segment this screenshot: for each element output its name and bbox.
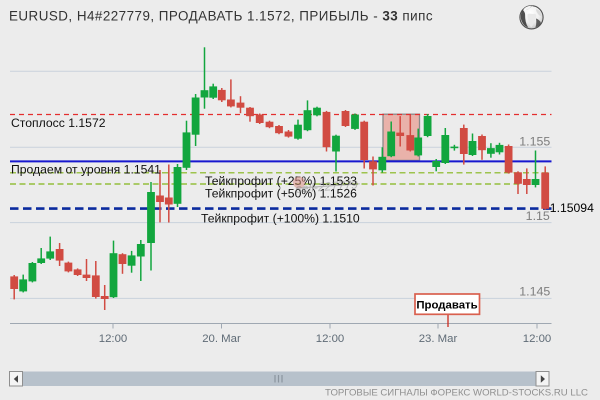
- svg-text:Тейкпрофит (+25%) 1.1533: Тейкпрофит (+25%) 1.1533: [205, 174, 357, 188]
- svg-text:Продаем от уровня 1.1541: Продаем от уровня 1.1541: [11, 163, 161, 177]
- svg-text:1.145: 1.145: [519, 284, 550, 298]
- svg-text:1.15: 1.15: [526, 209, 550, 223]
- svg-text:Тейкпрофит (+50%) 1.1526: Тейкпрофит (+50%) 1.1526: [205, 187, 357, 201]
- svg-text:Тейкпрофит (+100%) 1.1510: Тейкпрофит (+100%) 1.1510: [201, 211, 360, 225]
- svg-text:Продавать: Продавать: [416, 300, 477, 312]
- svg-text:23. Mar: 23. Mar: [419, 333, 458, 345]
- svg-text:12:00: 12:00: [523, 333, 552, 345]
- svg-text:12:00: 12:00: [99, 333, 128, 345]
- svg-text:1.15094: 1.15094: [550, 201, 594, 215]
- svg-text:ТОРГОВЫЕ СИГНАЛЫ ФОРЕКС WORLD-: ТОРГОВЫЕ СИГНАЛЫ ФОРЕКС WORLD-STOCKS.RU …: [325, 388, 588, 399]
- svg-text:1.155: 1.155: [519, 134, 550, 148]
- svg-text:20. Mar: 20. Mar: [202, 333, 241, 345]
- svg-text:EURUSD, H4#227779, ПРОДАВАТЬ 1: EURUSD, H4#227779, ПРОДАВАТЬ 1.1572, ПРИ…: [9, 9, 433, 24]
- svg-text:Стоплосс 1.1572: Стоплосс 1.1572: [11, 116, 106, 130]
- svg-text:12:00: 12:00: [316, 333, 345, 345]
